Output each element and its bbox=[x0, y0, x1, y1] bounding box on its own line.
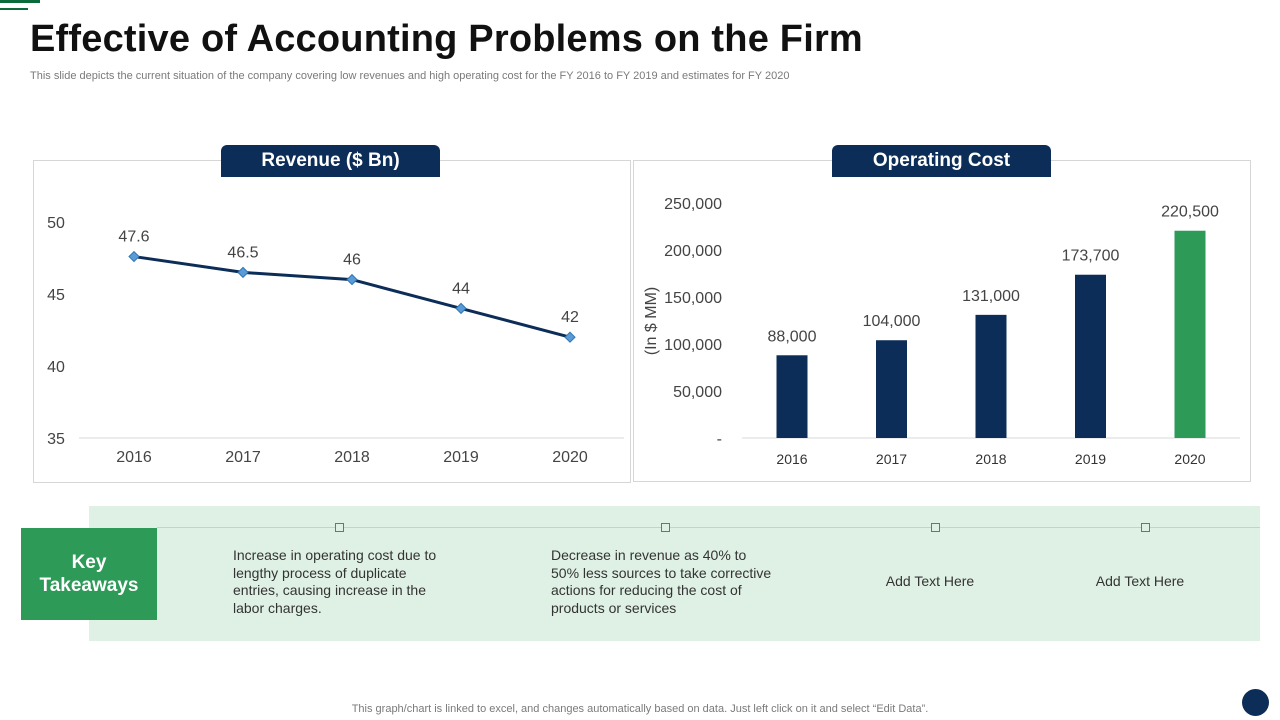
takeaways-band bbox=[89, 506, 1260, 641]
cost-y-tick-label: - bbox=[717, 431, 722, 448]
takeaway-item-3[interactable]: Add Text Here bbox=[885, 573, 975, 589]
revenue-data-point bbox=[564, 331, 576, 343]
cost-bar bbox=[776, 355, 808, 438]
navigation-dot[interactable] bbox=[1242, 689, 1269, 716]
takeaway-marker bbox=[931, 523, 940, 532]
revenue-y-tick-label: 50 bbox=[47, 215, 65, 232]
revenue-y-tick-label: 45 bbox=[47, 287, 65, 304]
cost-y-tick-label: 250,000 bbox=[664, 196, 722, 213]
revenue-x-tick-label: 2020 bbox=[552, 449, 588, 466]
cost-y-tick-label: 150,000 bbox=[664, 290, 722, 307]
key-takeaways-label-line1: Key bbox=[71, 552, 107, 573]
revenue-x-tick-label: 2019 bbox=[443, 449, 479, 466]
revenue-data-point bbox=[346, 273, 358, 286]
cost-x-tick-label: 2016 bbox=[776, 451, 807, 467]
revenue-chart-panel[interactable]: 50 45 40 35 2016 2017 2018 2019 2020 47.6 46.5 46 44… bbox=[33, 160, 631, 483]
revenue-x-tick-label: 2018 bbox=[334, 449, 370, 466]
revenue-data-label: 47.6 bbox=[118, 229, 149, 246]
takeaway-item-2[interactable]: Decrease in revenue as 40% to 50% less s… bbox=[551, 547, 772, 616]
takeaway-marker bbox=[661, 523, 670, 532]
revenue-y-tick-label: 40 bbox=[47, 359, 65, 376]
cost-y-tick-label: 200,000 bbox=[664, 243, 722, 260]
cost-y-tick-label: 100,000 bbox=[664, 337, 722, 354]
revenue-data-label: 44 bbox=[452, 280, 470, 297]
takeaway-marker bbox=[1141, 523, 1150, 532]
cost-y-axis-label: (In $ MM) bbox=[643, 287, 660, 355]
cost-data-label: 131,000 bbox=[962, 288, 1020, 305]
key-takeaways-label-line2: Takeaways bbox=[39, 575, 139, 596]
revenue-x-tick-label: 2016 bbox=[116, 449, 152, 466]
cost-bar bbox=[876, 340, 907, 438]
revenue-chart-title: Revenue ($ Bn) bbox=[221, 145, 440, 177]
takeaway-item-1[interactable]: Increase in operating cost due to length… bbox=[233, 547, 437, 616]
cost-data-label: 88,000 bbox=[768, 328, 817, 345]
revenue-data-label: 46 bbox=[343, 252, 361, 269]
cost-data-label: 104,000 bbox=[863, 313, 921, 330]
revenue-data-point bbox=[237, 266, 249, 279]
operating-cost-chart[interactable]: 250,000 200,000 150,000 100,000 50,000 - (In $… bbox=[634, 161, 1250, 481]
key-takeaways-label: Key Takeaways bbox=[21, 528, 157, 620]
footer-note: This graph/chart is linked to excel, and… bbox=[351, 703, 929, 715]
revenue-y-tick-label: 35 bbox=[47, 431, 65, 448]
page-subtitle: This slide depicts the current situation… bbox=[30, 70, 790, 82]
revenue-series-line bbox=[133, 255, 571, 339]
revenue-data-label: 46.5 bbox=[227, 244, 258, 261]
cost-x-tick-label: 2017 bbox=[876, 451, 907, 467]
cost-x-tick-label: 2019 bbox=[1075, 451, 1106, 467]
page-title: Effective of Accounting Problems on the … bbox=[30, 18, 863, 60]
revenue-data-point bbox=[455, 302, 467, 315]
takeaway-marker bbox=[335, 523, 344, 532]
takeaway-item-4[interactable]: Add Text Here bbox=[1095, 573, 1185, 589]
cost-bar bbox=[1075, 274, 1106, 438]
cost-x-tick-label: 2018 bbox=[975, 451, 1006, 467]
cost-bar bbox=[975, 314, 1007, 438]
revenue-data-point bbox=[128, 250, 140, 263]
revenue-data-label: 42 bbox=[561, 309, 579, 326]
cost-bar bbox=[1174, 230, 1206, 438]
cost-x-tick-label: 2020 bbox=[1174, 451, 1205, 467]
revenue-x-tick-label: 2017 bbox=[225, 449, 261, 466]
cost-data-label: 220,500 bbox=[1161, 204, 1219, 221]
corner-accent-line bbox=[0, 0, 40, 3]
cost-y-tick-label: 50,000 bbox=[673, 384, 722, 401]
operating-cost-chart-panel[interactable]: 250,000 200,000 150,000 100,000 50,000 - (In $… bbox=[633, 160, 1251, 482]
revenue-chart[interactable]: 50 45 40 35 2016 2017 2018 2019 2020 47.6 46.5 46 44… bbox=[34, 161, 630, 482]
corner-accent-line-short bbox=[0, 8, 28, 10]
cost-data-label: 173,700 bbox=[1062, 248, 1120, 265]
operating-cost-chart-title: Operating Cost bbox=[832, 145, 1051, 177]
takeaways-timeline bbox=[157, 527, 1260, 528]
